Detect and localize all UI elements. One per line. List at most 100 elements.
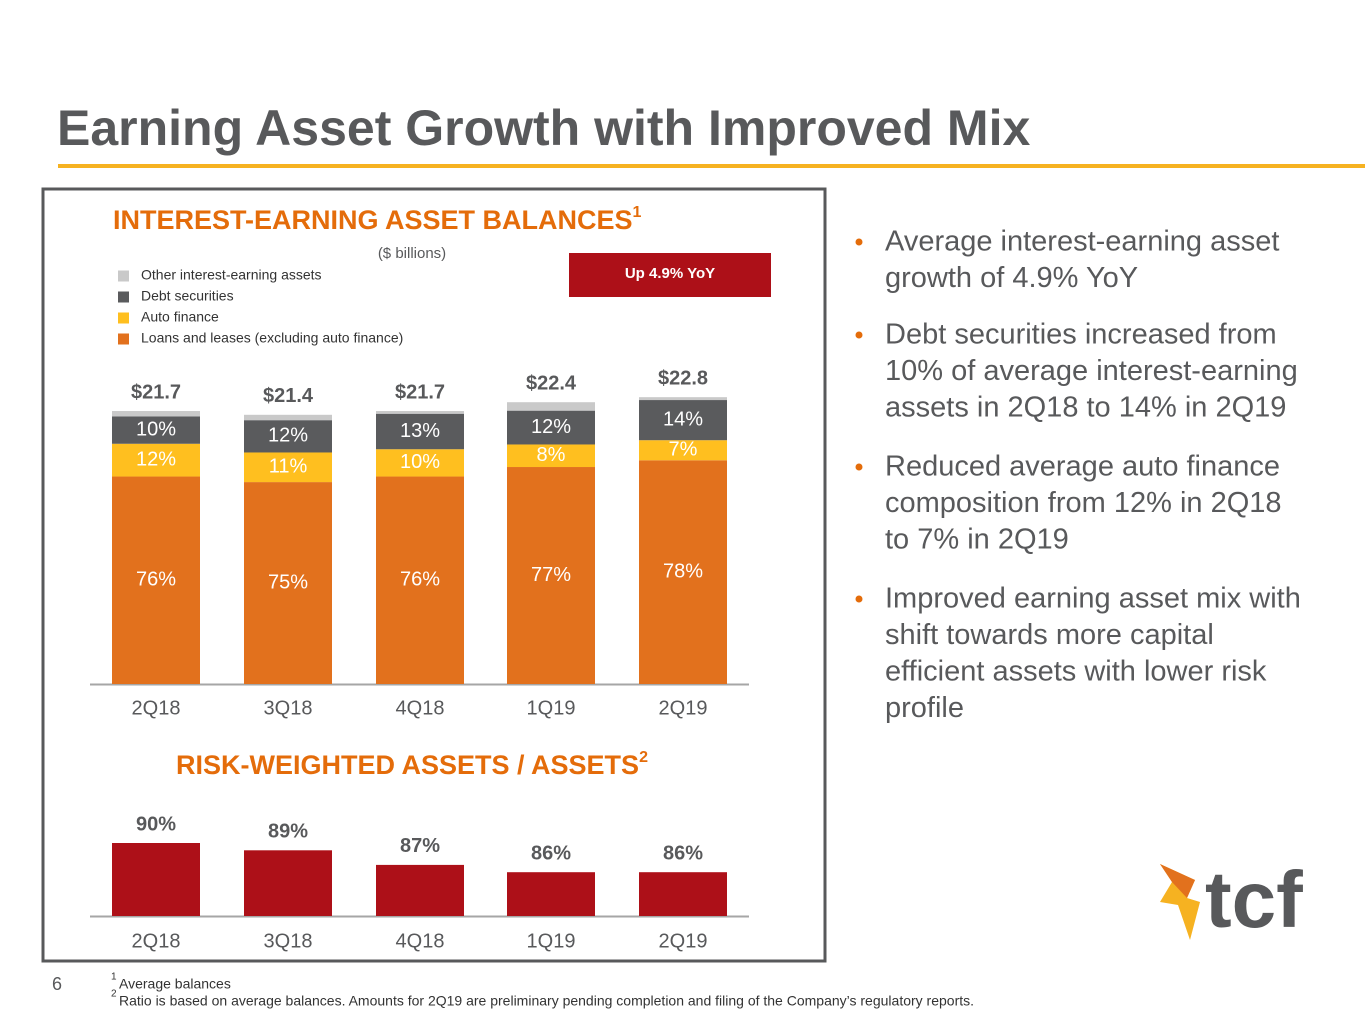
data-label: 12%	[268, 425, 308, 447]
bullet-dot	[855, 331, 863, 339]
x-tick-label: 3Q18	[264, 930, 313, 952]
data-label: 14%	[663, 408, 703, 430]
bar-segment	[244, 414, 332, 421]
data-label: 87%	[400, 835, 440, 857]
data-label: 89%	[268, 821, 308, 843]
bullet-text: profile	[885, 692, 964, 724]
data-label: 76%	[400, 569, 440, 591]
data-label: 7%	[669, 439, 698, 461]
legend-swatch	[118, 291, 129, 303]
x-tick-label: 2Q18	[132, 697, 181, 719]
bullet-text: efficient assets with lower risk	[885, 656, 1267, 688]
bar	[376, 864, 464, 916]
total-label: $21.4	[263, 385, 314, 407]
bar-segment	[507, 444, 595, 468]
bullet-text: Debt securities increased from	[885, 319, 1277, 351]
data-label: 12%	[136, 448, 176, 470]
chart-frame	[41, 187, 827, 963]
bar	[112, 843, 200, 916]
bar-segment	[112, 411, 200, 417]
legend-label: Auto finance	[141, 309, 219, 325]
total-label: $21.7	[131, 381, 181, 403]
bullet-text: assets in 2Q18 to 14% in 2Q19	[885, 392, 1286, 424]
bar-segment	[507, 402, 595, 411]
data-label: 86%	[663, 842, 703, 864]
x-tick-label: 1Q19	[527, 697, 576, 719]
x-tick-label: 1Q19	[527, 930, 576, 952]
bar	[244, 850, 332, 916]
chart-title-note: 1	[633, 204, 642, 221]
bar-segment	[244, 482, 332, 684]
bar	[507, 872, 595, 916]
data-label: 8%	[537, 444, 566, 466]
x-tick-label: 2Q19	[659, 697, 708, 719]
legend-swatch	[118, 312, 129, 324]
bar-segment	[507, 410, 595, 445]
bar-segment	[112, 416, 200, 444]
bullet-dot	[855, 463, 863, 471]
chart-title-note: 2	[639, 749, 648, 766]
footnote-text: Ratio is based on average balances. Amou…	[119, 993, 974, 1009]
total-label: $22.8	[658, 367, 708, 389]
bar-segment	[112, 476, 200, 684]
bar-segment	[376, 449, 464, 477]
badge-text: Up 4.9% YoY	[625, 265, 715, 282]
data-label: 90%	[136, 813, 176, 835]
x-tick-label: 4Q18	[396, 697, 445, 719]
x-tick-label: 2Q19	[659, 930, 708, 952]
footnote-mark: 2	[111, 989, 117, 1000]
bullet-dot	[855, 238, 863, 246]
legend-label: Debt securities	[141, 288, 234, 304]
bar-segment	[639, 397, 727, 401]
slide-title: Earning Asset Growth with Improved Mix	[57, 100, 1030, 156]
page-number: 6	[52, 974, 62, 994]
bar-segment	[244, 452, 332, 483]
bar	[639, 872, 727, 916]
logo-text: tcf	[1205, 855, 1303, 944]
data-label: 13%	[400, 420, 440, 442]
chart-title-text: RISK-WEIGHTED ASSETS / ASSETS	[176, 750, 639, 780]
data-label: 12%	[531, 416, 571, 438]
legend-label: Other interest-earning assets	[141, 267, 322, 283]
bullet-text: 10% of average interest-earning	[885, 355, 1298, 387]
logo-mark	[1160, 864, 1195, 898]
chart-title: RISK-WEIGHTED ASSETS / ASSETS2	[176, 749, 648, 780]
bar-segment	[507, 467, 595, 684]
bullet-dot	[855, 595, 863, 603]
bullet-text: Reduced average auto finance	[885, 451, 1280, 483]
bullet-text: Average interest-earning asset	[885, 226, 1279, 258]
bullet-text: to 7% in 2Q19	[885, 524, 1069, 556]
total-label: $22.4	[526, 372, 577, 394]
data-label: 75%	[268, 571, 308, 593]
legend-label: Loans and leases (excluding auto finance…	[141, 330, 403, 346]
data-label: 78%	[663, 560, 703, 582]
data-label: 11%	[269, 456, 308, 478]
bar-segment	[112, 443, 200, 477]
bar-segment	[376, 413, 464, 450]
bar-segment	[376, 476, 464, 684]
bullet-text: shift towards more capital	[885, 619, 1214, 651]
footnote-text: Average balances	[119, 976, 231, 992]
x-tick-label: 2Q18	[132, 930, 181, 952]
chart-title-text: INTEREST-EARNING ASSET BALANCES	[113, 205, 633, 235]
data-label: 77%	[531, 564, 571, 586]
data-label: 86%	[531, 842, 571, 864]
legend-swatch	[118, 333, 129, 345]
bullet-text: Improved earning asset mix with	[885, 583, 1301, 615]
bar-segment	[244, 420, 332, 453]
chart-title: INTEREST-EARNING ASSET BALANCES1	[113, 204, 642, 235]
x-tick-label: 3Q18	[264, 697, 313, 719]
data-label: 10%	[136, 418, 176, 440]
data-label: 76%	[136, 569, 176, 591]
bullet-text: growth of 4.9% YoY	[885, 262, 1138, 294]
badge	[569, 253, 771, 297]
footnote-mark: 1	[111, 972, 117, 983]
chart-subtitle: ($ billions)	[378, 245, 446, 262]
bar-segment	[376, 411, 464, 414]
data-label: 10%	[400, 451, 440, 473]
total-label: $21.7	[395, 381, 445, 403]
bar-segment	[639, 440, 727, 461]
bar-segment	[639, 460, 727, 684]
